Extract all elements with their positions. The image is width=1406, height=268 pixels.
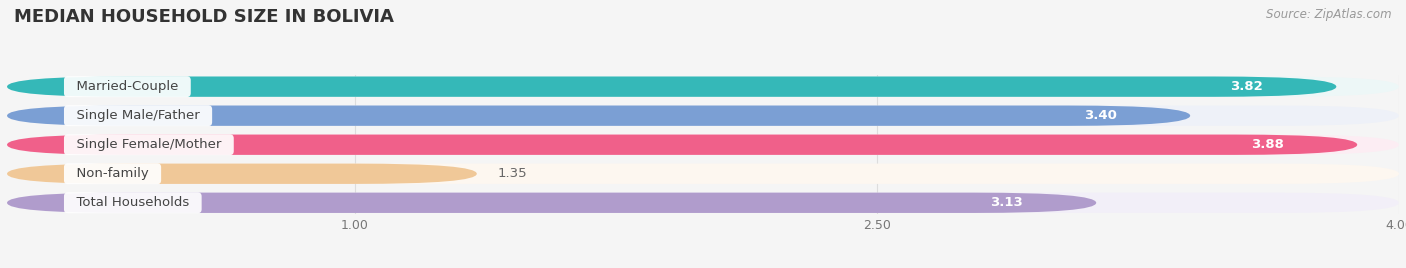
- Text: 3.13: 3.13: [990, 196, 1024, 209]
- FancyBboxPatch shape: [7, 106, 1399, 126]
- FancyBboxPatch shape: [7, 135, 1357, 155]
- Text: MEDIAN HOUSEHOLD SIZE IN BOLIVIA: MEDIAN HOUSEHOLD SIZE IN BOLIVIA: [14, 8, 394, 26]
- FancyBboxPatch shape: [7, 193, 1399, 213]
- Text: 3.82: 3.82: [1230, 80, 1263, 93]
- Text: Source: ZipAtlas.com: Source: ZipAtlas.com: [1267, 8, 1392, 21]
- Text: Single Male/Father: Single Male/Father: [67, 109, 208, 122]
- FancyBboxPatch shape: [7, 106, 1191, 126]
- Text: Single Female/Mother: Single Female/Mother: [67, 138, 229, 151]
- FancyBboxPatch shape: [7, 76, 1399, 97]
- FancyBboxPatch shape: [7, 193, 1097, 213]
- Text: Non-family: Non-family: [67, 167, 157, 180]
- FancyBboxPatch shape: [7, 135, 1399, 155]
- FancyBboxPatch shape: [7, 76, 1336, 97]
- Text: Total Households: Total Households: [67, 196, 198, 209]
- Text: 3.40: 3.40: [1084, 109, 1118, 122]
- FancyBboxPatch shape: [7, 163, 477, 184]
- Text: Married-Couple: Married-Couple: [67, 80, 187, 93]
- Text: 3.88: 3.88: [1251, 138, 1284, 151]
- FancyBboxPatch shape: [7, 163, 1399, 184]
- Text: 1.35: 1.35: [498, 167, 527, 180]
